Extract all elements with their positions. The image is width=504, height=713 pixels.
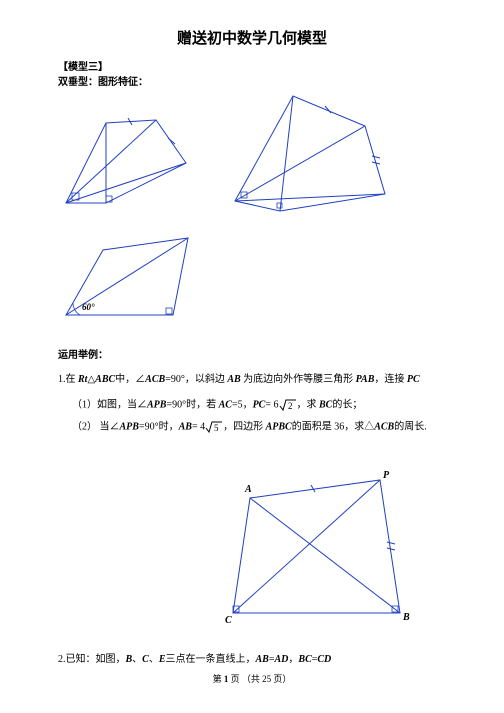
s1-ac: AC: [219, 399, 232, 410]
figure-2-svg: [225, 86, 395, 221]
p1-pc: PC: [407, 374, 420, 385]
svg-text:2: 2: [288, 401, 293, 411]
s2-mid4: 的面积是 36，求: [292, 421, 365, 432]
problem-2: 2.已知：如图，B、C、E三点在一条直线上，AB=AD，BC=CD: [58, 650, 458, 665]
model-header: 【模型三】: [58, 58, 108, 73]
p2-mid1: 三点在一条直线上，: [166, 654, 256, 665]
s1-end: 的长；: [332, 399, 362, 410]
p2-e: E: [159, 654, 166, 665]
problem-1: 1.在 Rt△ABC中，∠ACB=90°，以斜边 AB 为底边向外作等腰三角形 …: [58, 373, 458, 387]
p1-mid2: =90°，以斜边: [165, 374, 227, 385]
footer-suffix: 页）: [271, 674, 291, 684]
s1-label: （1）如图，当∠: [72, 399, 147, 410]
figure-angle-svg: 60°: [58, 230, 198, 325]
figure-1-svg: [58, 108, 196, 213]
s2-acb: ACB: [374, 421, 394, 432]
s2-label: （2） 当∠: [72, 421, 120, 432]
figure-main: A B C P: [215, 468, 415, 633]
example-header: 运用举例：: [58, 346, 108, 361]
p1-mid3: 为底边向外作等腰三角形: [241, 374, 356, 385]
p2-ab: AB: [256, 654, 269, 665]
p2-s3: ，: [288, 654, 298, 665]
problem-1-sub-1: （1）如图，当∠APB=90°时，若 AC=5，PC= 6 2 ，求 BC的长；: [72, 398, 362, 412]
p2-s2: 、: [149, 654, 159, 665]
svg-text:5: 5: [214, 423, 219, 433]
page-title: 赠送初中数学几何模型: [0, 27, 504, 48]
s1-mid1: =90°时，若: [166, 399, 218, 410]
page-root: 赠送初中数学几何模型 【模型三】 双垂型：图形特征：: [0, 0, 504, 713]
s1-apb: APB: [147, 399, 166, 410]
p1-pab: PAB: [356, 374, 375, 385]
s1-mid2: =5，: [232, 399, 253, 410]
p1-acb: ACB: [145, 374, 165, 385]
label-A: A: [244, 484, 252, 495]
label-B: B: [402, 612, 410, 623]
p1-mid1: 中，∠: [115, 374, 145, 385]
p1-abc: ABC: [95, 374, 115, 385]
s2-mid2: = 4: [192, 421, 205, 432]
p1-prefix: 1.在: [58, 374, 78, 385]
p1-mid4: ，连接: [374, 374, 407, 385]
footer-total: 25: [262, 674, 271, 684]
s1-bc: BC: [319, 399, 332, 410]
figure-angle: 60°: [58, 230, 198, 330]
p2-s1: 、: [132, 654, 142, 665]
s1-mid4: ，求: [297, 399, 320, 410]
s1-mid3: = 6: [265, 399, 278, 410]
s2-mid3: ，四边形: [223, 421, 266, 432]
s2-end: 的周长.: [394, 421, 427, 432]
p1-ab: AB: [227, 374, 240, 385]
figure-main-svg: A B C P: [215, 468, 415, 628]
footer-mid: 页 （共: [228, 674, 262, 684]
p2-cd: CD: [317, 654, 331, 665]
problem-1-sub-2: （2） 当∠APB=90°时，AB= 4 5 ，四边形 APBC的面积是 36，求△…: [72, 420, 427, 434]
page-footer: 第 1 页 （共 25 页）: [0, 672, 504, 685]
p2-c: C: [142, 654, 149, 665]
s2-mid1: =90°时，: [139, 421, 179, 432]
s2-apb: APB: [120, 421, 139, 432]
sqrt5-icon: 5: [205, 420, 223, 434]
sub-header: 双垂型：图形特征：: [58, 73, 148, 88]
figure-2: [225, 86, 395, 226]
figure-1: [58, 108, 196, 218]
s1-pc: PC: [253, 399, 266, 410]
angle-60-label: 60°: [82, 302, 95, 312]
s2-tri: △: [364, 421, 374, 432]
label-C: C: [225, 615, 232, 626]
p2-ad: AD: [275, 654, 289, 665]
p2-prefix: 2.已知：如图，: [58, 654, 126, 665]
p2-bc: BC: [298, 654, 311, 665]
p1-tri: △: [87, 374, 95, 385]
s2-ab: AB: [179, 421, 192, 432]
sqrt2-icon: 2: [279, 398, 297, 412]
label-P: P: [383, 470, 390, 481]
footer-prefix: 第: [213, 674, 224, 684]
s2-apbc: APBC: [266, 421, 292, 432]
